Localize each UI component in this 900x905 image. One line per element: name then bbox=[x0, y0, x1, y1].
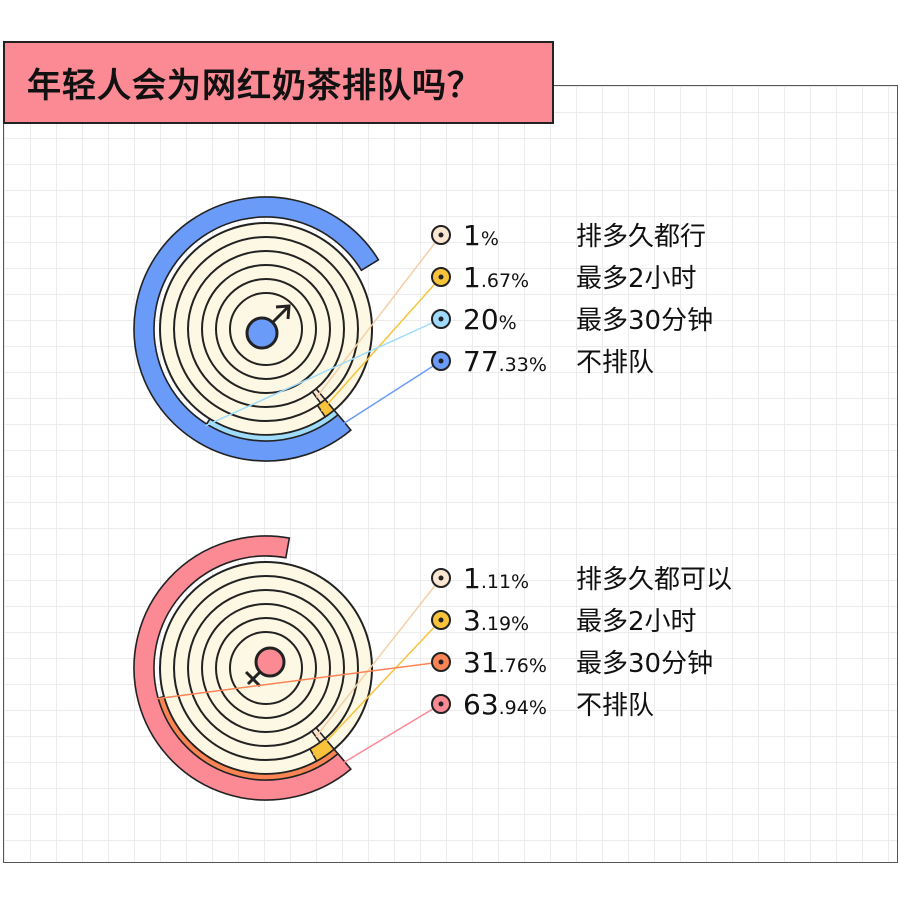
leader-line bbox=[156, 661, 442, 700]
guide-ring bbox=[215, 617, 317, 719]
guide-ring bbox=[201, 264, 331, 394]
guide-ring bbox=[229, 292, 303, 366]
legend-item: 77.33% 不排队 bbox=[340, 345, 654, 426]
title-banner: 年轻人会为网红奶茶排队吗？ bbox=[3, 41, 554, 124]
legend-label: 最多30分钟 bbox=[576, 306, 713, 336]
data-label: 63.94% bbox=[463, 688, 547, 721]
data-label: 20% bbox=[463, 303, 517, 336]
legend-marker-dot bbox=[438, 274, 444, 280]
data-label: 31.76% bbox=[463, 646, 547, 679]
male-chart: 1% 排多久都行 1.67% 最多2小时 20% 最多30分钟 77.33% 不排队 bbox=[133, 196, 713, 462]
legend-label: 排多久都行 bbox=[576, 222, 706, 252]
legend-label: 最多30分钟 bbox=[576, 649, 713, 679]
legend-item: 31.76% 最多30分钟 bbox=[156, 646, 713, 700]
legend-marker-dot bbox=[438, 316, 444, 322]
leader-line bbox=[315, 234, 442, 398]
guide-ring bbox=[201, 603, 331, 733]
legend-item: 3.19% 最多2小时 bbox=[312, 604, 697, 756]
legend-marker-dot bbox=[438, 232, 444, 238]
legend-item: 1.67% 最多2小时 bbox=[320, 261, 697, 412]
guide-ring bbox=[215, 278, 317, 380]
legend-label: 不排队 bbox=[576, 691, 654, 721]
guide-ring bbox=[229, 631, 303, 705]
guide-ring bbox=[173, 575, 359, 761]
legend-label: 最多2小时 bbox=[576, 264, 697, 294]
legend-label: 最多2小时 bbox=[576, 607, 697, 637]
legend-marker-dot bbox=[438, 358, 444, 364]
leader-line bbox=[312, 619, 442, 756]
data-label: 1.67% bbox=[463, 261, 529, 294]
leader-line bbox=[340, 360, 442, 426]
guide-ring bbox=[187, 250, 345, 408]
male-symbol-icon bbox=[245, 304, 291, 350]
legend-marker-dot bbox=[438, 701, 444, 707]
legend-marker-dot bbox=[438, 659, 444, 665]
legend-item: 1.11% 排多久都可以 bbox=[315, 562, 732, 738]
pie-slice-3 bbox=[133, 535, 352, 801]
leader-line bbox=[315, 577, 442, 738]
pie-slice-3 bbox=[133, 196, 380, 462]
female-symbol-icon bbox=[244, 646, 286, 688]
data-label: 77.33% bbox=[463, 345, 547, 378]
legend-item: 63.94% 不排队 bbox=[340, 688, 654, 765]
leader-line bbox=[205, 318, 442, 427]
guide-ring bbox=[173, 236, 359, 422]
data-label: 3.19% bbox=[463, 604, 529, 637]
female-chart: 1.11% 排多久都可以 3.19% 最多2小时 31.76% 最多30分钟 63.94% 不… bbox=[133, 535, 732, 801]
data-label: 1.11% bbox=[463, 562, 529, 595]
legend-item: 1% 排多久都行 bbox=[315, 219, 706, 398]
legend-marker-dot bbox=[438, 575, 444, 581]
leader-line bbox=[320, 276, 442, 412]
guide-ring bbox=[187, 589, 345, 747]
legend-marker-dot bbox=[438, 617, 444, 623]
page-title: 年轻人会为网红奶茶排队吗？ bbox=[27, 66, 482, 106]
data-label: 1% bbox=[463, 219, 499, 252]
legend-label: 不排队 bbox=[576, 348, 654, 378]
legend-label: 排多久都可以 bbox=[576, 565, 732, 595]
legend-item: 20% 最多30分钟 bbox=[205, 303, 713, 427]
leader-line bbox=[340, 703, 442, 765]
